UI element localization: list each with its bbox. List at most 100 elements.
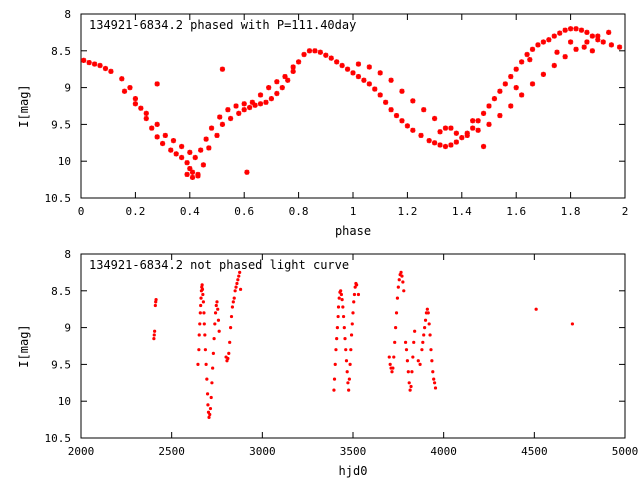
unphased-data-point	[340, 298, 344, 302]
phased-data-point	[102, 65, 109, 72]
unphased-data-point	[422, 333, 426, 337]
phased-y-tick-label: 8	[64, 8, 71, 21]
unphased-chart-title: 134921-6834.2 not phased light curve	[89, 258, 349, 272]
phased-data-point	[437, 129, 443, 135]
unphased-data-point	[425, 307, 429, 311]
unphased-data-point	[213, 311, 218, 315]
phased-data-point	[491, 96, 498, 102]
unphased-data-point	[392, 355, 396, 359]
unphased-x-tick-label: 5000	[612, 445, 639, 458]
phased-data-point	[426, 137, 432, 144]
phased-data-point	[410, 127, 416, 133]
phased-data-point	[527, 57, 533, 63]
unphased-data-point	[352, 300, 356, 304]
unphased-y-ticks: 8 8.5 9 9.5 10 10.5	[45, 248, 625, 445]
phased-data-point	[263, 99, 269, 105]
unphased-data-point	[231, 300, 235, 304]
unphased-data-point	[430, 359, 434, 363]
unphased-data-point	[412, 340, 416, 344]
unphased-x-tick-label: 2000	[68, 445, 95, 458]
phased-data-point	[519, 92, 525, 98]
phased-data-point	[399, 88, 405, 94]
phased-data-point	[573, 26, 579, 32]
unphased-data-point	[570, 322, 575, 326]
phased-data-point	[540, 71, 546, 77]
phased-data-point	[149, 125, 155, 131]
unphased-data-point	[226, 356, 230, 361]
unphased-data-point	[410, 370, 414, 374]
unphased-data-point	[333, 362, 337, 366]
unphased-y-tick-label: 8	[64, 248, 71, 261]
unphased-data-point	[356, 292, 361, 297]
phased-data-point	[546, 37, 552, 43]
phased-data-point	[464, 132, 470, 139]
phased-data-point	[154, 81, 160, 87]
phased-data-point	[81, 57, 87, 63]
phased-data-point	[524, 51, 530, 58]
phased-data-point	[557, 30, 563, 36]
phased-data-point	[219, 66, 226, 72]
phased-data-point	[568, 39, 574, 45]
phased-data-point	[119, 76, 125, 82]
phased-data-point	[502, 81, 508, 87]
phased-x-tick-label: 0.2	[125, 205, 145, 218]
unphased-data-point	[394, 311, 399, 315]
unphased-data-point	[418, 362, 422, 366]
phased-data-point	[388, 107, 394, 113]
phased-data-point	[184, 171, 190, 178]
phased-data-point	[551, 33, 557, 39]
unphased-data-point	[429, 348, 433, 352]
unphased-data-point	[238, 287, 243, 291]
phased-data-point	[459, 135, 465, 141]
phased-x-tick-label: 0.6	[234, 205, 254, 218]
phased-data-point	[179, 143, 185, 150]
phased-data-point	[290, 68, 296, 75]
unphased-data-point	[345, 370, 349, 374]
unphased-data-point	[335, 337, 339, 341]
unphased-data-point	[341, 305, 345, 309]
unphased-data-point	[413, 329, 417, 333]
unphased-plot-frame	[80, 253, 626, 439]
unphased-data-point	[400, 274, 404, 278]
phased-data-point	[132, 96, 138, 102]
unphased-data-point	[229, 326, 233, 330]
phased-data-point	[184, 160, 190, 166]
phased-data-point	[257, 92, 264, 98]
unphased-data-point	[341, 314, 346, 319]
phased-data-point	[217, 114, 223, 120]
unphased-data-point	[202, 322, 206, 326]
unphased-data-point	[197, 348, 201, 352]
unphased-data-point	[405, 359, 409, 363]
unphased-data-point	[208, 412, 212, 417]
unphased-data-point	[238, 270, 242, 274]
phased-data-point	[377, 70, 383, 76]
phased-data-point	[595, 37, 601, 43]
unphased-data-point	[236, 278, 240, 282]
unphased-data-point	[421, 340, 425, 344]
phased-data-point	[170, 137, 177, 144]
unphased-data-point	[343, 337, 347, 341]
unphased-data-point	[404, 348, 409, 352]
phased-data-point	[168, 147, 174, 153]
unphased-data-point	[152, 333, 156, 337]
unphased-data-point	[211, 351, 215, 355]
unphased-data-point	[210, 381, 214, 385]
unphased-data-point	[207, 415, 211, 419]
phased-data-point	[568, 26, 574, 32]
phased-data-point	[162, 132, 168, 139]
unphased-data-point	[332, 388, 336, 392]
phased-x-ticks: 0 0.2 0.4 0.6 0.8 1 1.2 1.4 1.6 1.8 2	[78, 14, 628, 218]
unphased-data-point	[349, 348, 353, 352]
phased-data-point	[453, 130, 459, 136]
phased-x-tick-label: 1.6	[506, 205, 526, 218]
phased-data-point	[301, 51, 307, 58]
unphased-y-tick-label: 9.5	[51, 358, 71, 371]
phased-data-point	[432, 140, 438, 146]
unphased-data-point	[427, 322, 431, 326]
phased-chart-title: 134921-6834.2 phased with P=111.40day	[89, 18, 356, 32]
unphased-data-point	[387, 355, 391, 359]
phased-data-point	[372, 86, 378, 92]
unphased-data-point	[336, 305, 341, 309]
phased-data-point	[92, 61, 98, 67]
